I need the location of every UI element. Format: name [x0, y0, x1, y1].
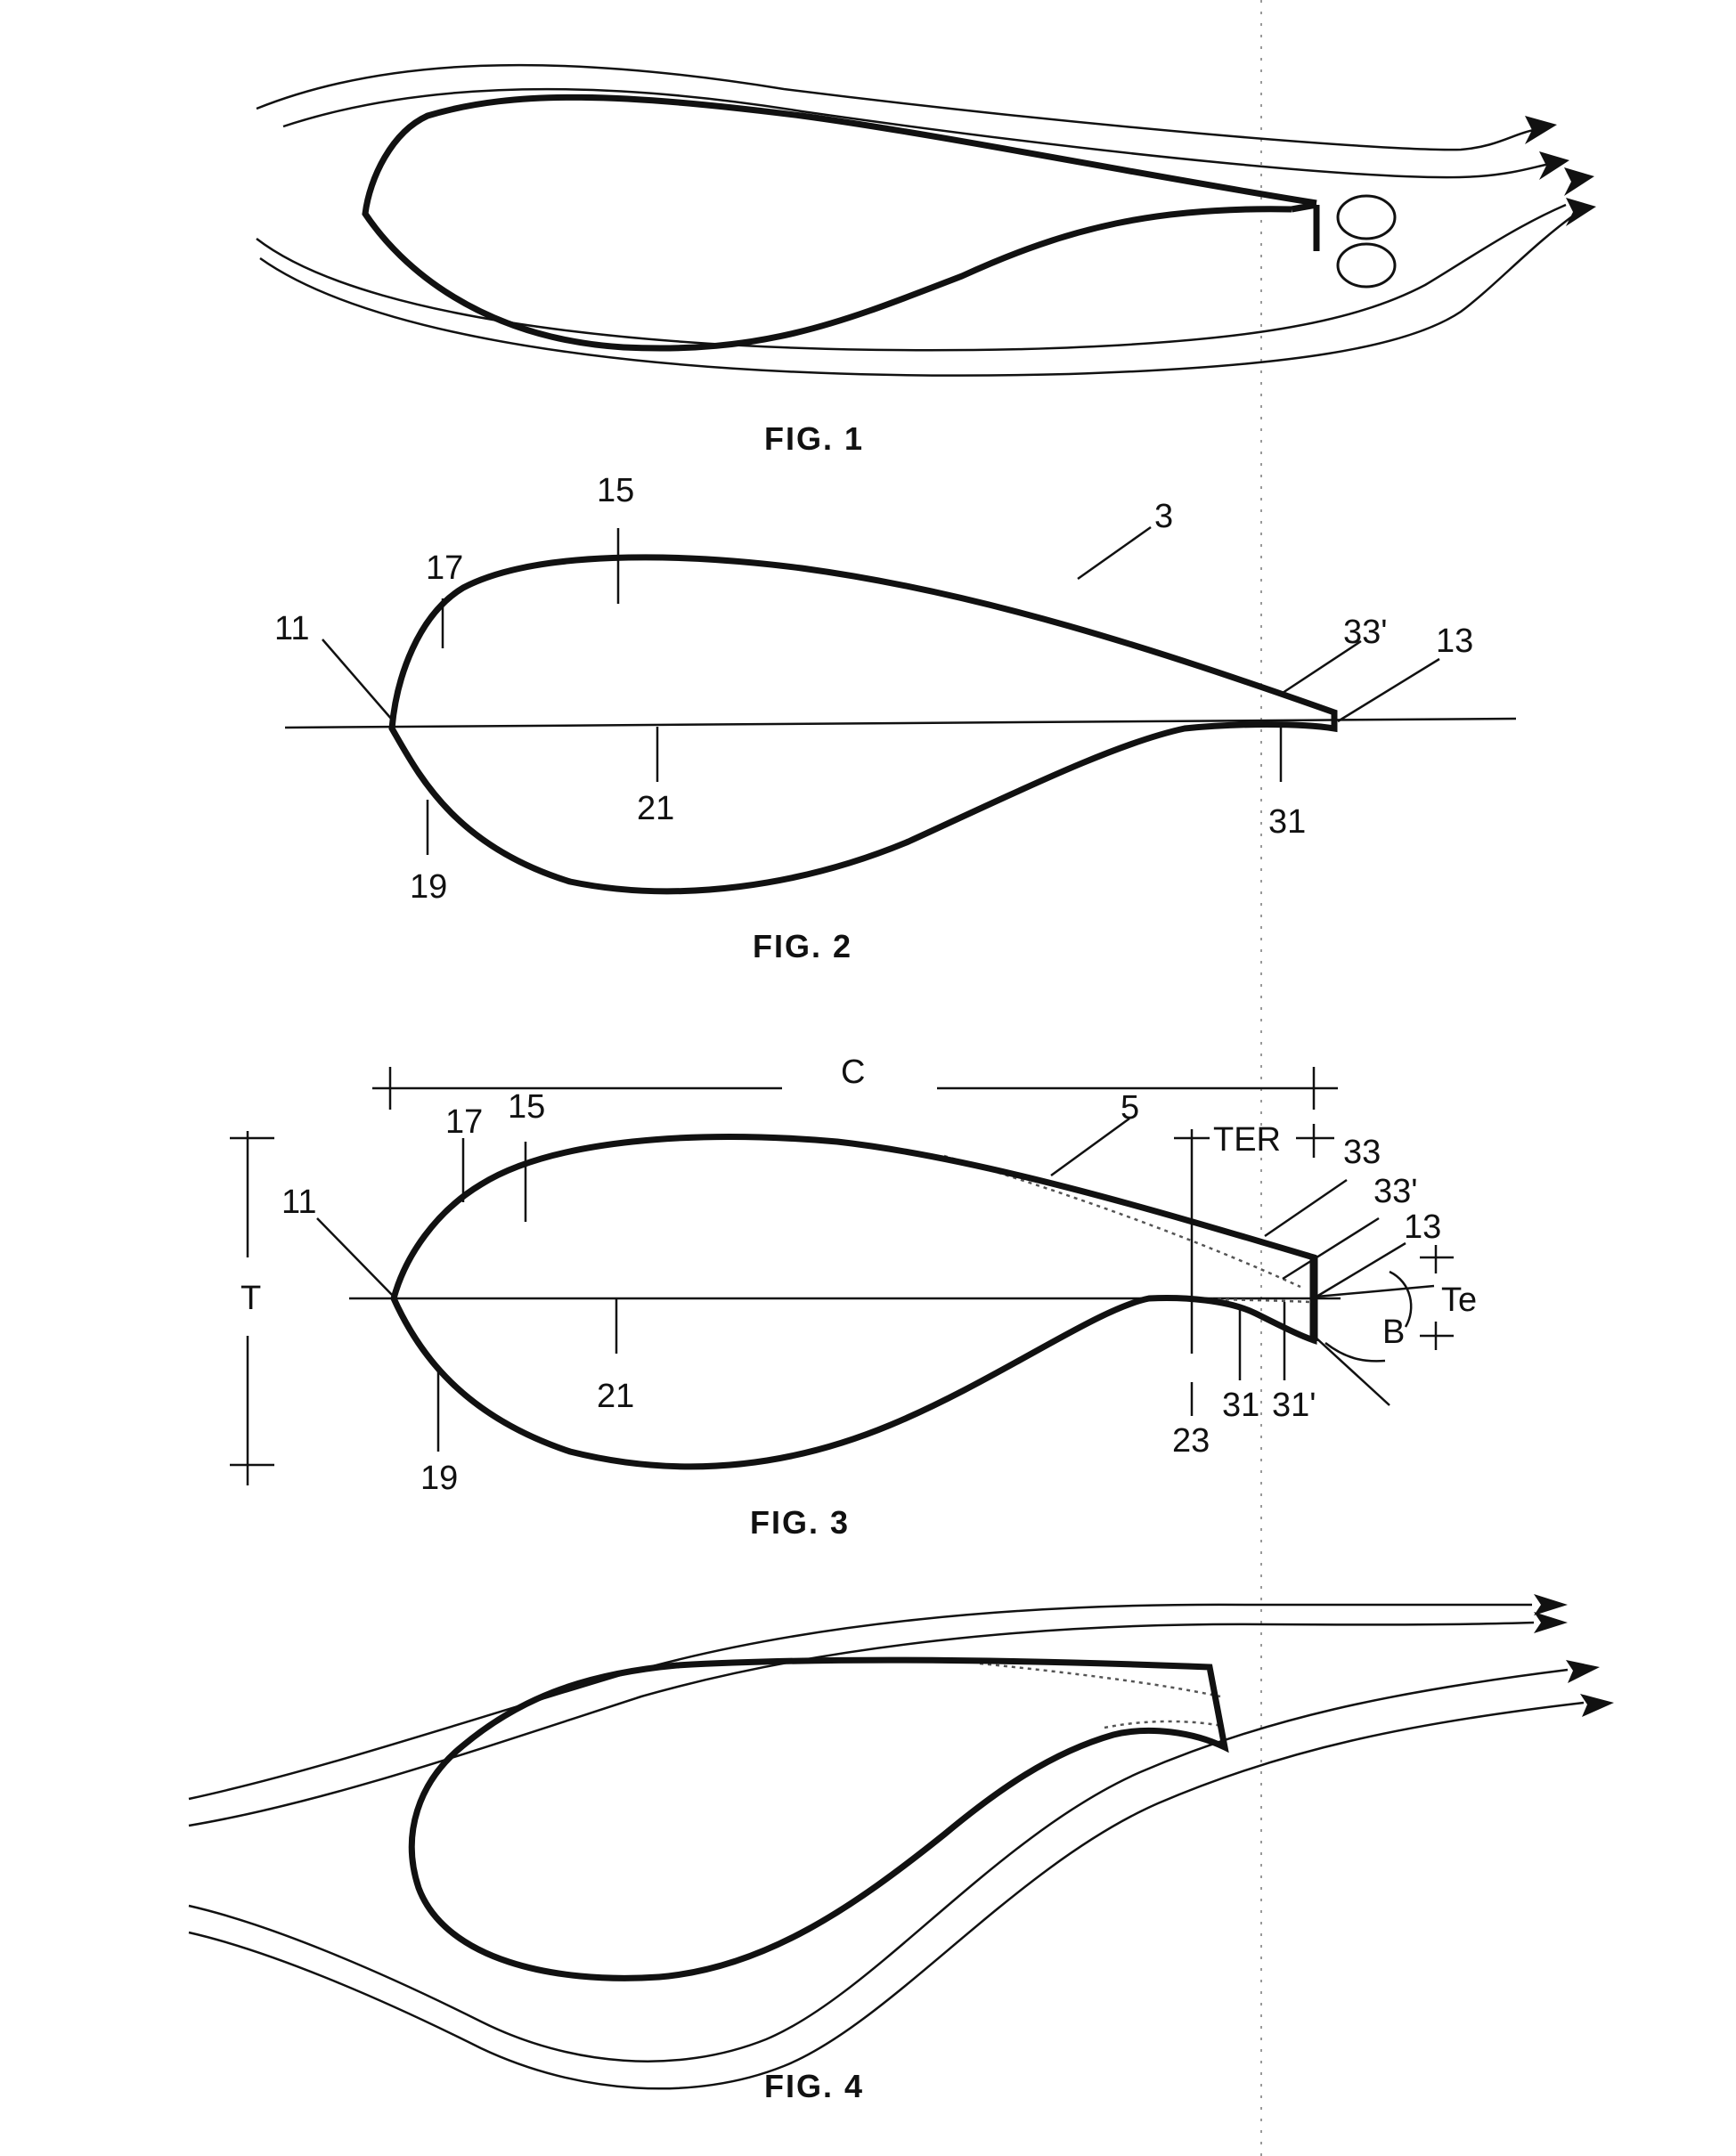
fig2-label-21: 21: [637, 790, 674, 827]
fig3-label-B: B: [1382, 1314, 1405, 1351]
fig3-dimension-C: [372, 1067, 1338, 1110]
fig3-airfoil-profile: [390, 1134, 1317, 1470]
fig3-label-C: C: [841, 1054, 865, 1091]
fig4-baseline-lower: [1104, 1720, 1223, 1729]
fig3-dimension-Te: [1420, 1245, 1454, 1350]
fig2-label-19: 19: [410, 868, 447, 906]
fig1-arrowheads: [1525, 116, 1596, 226]
fig3-label-TER: TER: [1213, 1121, 1281, 1159]
fig3-label-11: 11: [281, 1184, 316, 1221]
fig2-chord-line: [284, 717, 1517, 729]
fig3-label-21: 21: [597, 1378, 634, 1415]
fig3-label-33: 33: [1343, 1134, 1381, 1171]
fig3-label-Te: Te: [1441, 1281, 1477, 1319]
figure-1: FIG. 1: [256, 63, 1596, 457]
fig3-label-23: 23: [1172, 1422, 1210, 1460]
figure-4: FIG. 4: [188, 1594, 1614, 2104]
fig4-arrowheads: [1534, 1594, 1614, 1717]
fig3-label-5: 5: [1121, 1089, 1139, 1127]
fig3-caption: FIG. 3: [750, 1504, 850, 1541]
fig4-streamlines: [188, 1603, 1585, 2090]
fig2-label-31: 31: [1268, 803, 1306, 841]
figure-2: 15 17 11 3 33' 13 21 31 19 FIG. 2: [274, 472, 1517, 964]
fig3-dimension-TER: [1174, 1124, 1334, 1354]
fig3-label-13: 13: [1404, 1208, 1441, 1246]
fig1-caption: FIG. 1: [764, 420, 864, 457]
fig2-label-11: 11: [274, 610, 309, 647]
fig4-caption: FIG. 4: [764, 2068, 864, 2104]
fig1-flap-connector: [1291, 201, 1317, 213]
fig3-label-15: 15: [508, 1088, 545, 1126]
fig3-dimension-T: [230, 1131, 274, 1485]
fig1-wake-vortices: [1336, 194, 1397, 289]
fig2-label-17: 17: [426, 549, 463, 587]
fig2-label-15: 15: [597, 472, 634, 509]
fig2-label-13: 13: [1436, 622, 1473, 660]
fig3-baseline-profile: [943, 1154, 1301, 1289]
fig3-leader-lines: [316, 1117, 1435, 1452]
fig4-airfoil-profile: [408, 1656, 1229, 1981]
fig3-label-T: T: [240, 1280, 261, 1317]
fig3-label-31prime: 31': [1272, 1387, 1316, 1424]
fig2-label-33prime: 33': [1343, 614, 1388, 651]
fig3-label-17: 17: [445, 1103, 483, 1141]
fig2-airfoil-profile: [388, 554, 1338, 895]
fig2-label-3: 3: [1154, 498, 1173, 535]
fig4-baseline-profile: [979, 1662, 1221, 1698]
fig1-airfoil-profile: [362, 94, 1317, 352]
fig3-label-19: 19: [420, 1460, 458, 1497]
fig3-label-33prime: 33': [1373, 1173, 1418, 1210]
fig1-streamlines: [256, 63, 1579, 377]
fig3-label-31: 31: [1222, 1387, 1259, 1424]
fig3-angle-B: [1313, 1270, 1413, 1406]
fig2-leader-lines: [322, 525, 1440, 855]
figure-3: C T TER: [230, 1054, 1477, 1541]
fig2-caption: FIG. 2: [753, 928, 852, 964]
